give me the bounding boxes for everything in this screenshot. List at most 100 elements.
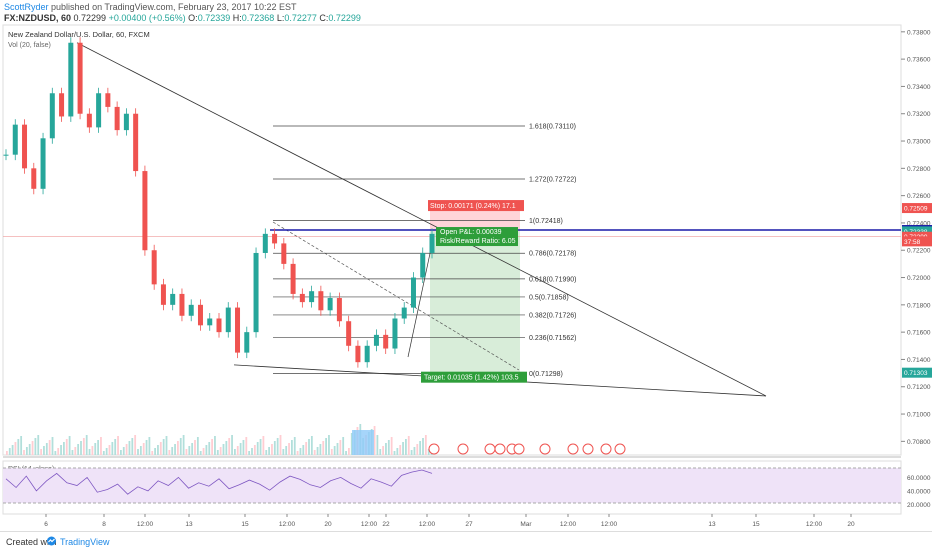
candle-body: [327, 298, 333, 311]
calendar-event-icon: [513, 443, 525, 455]
volume-bar: [382, 446, 384, 455]
created-with-text: Created with: [6, 537, 57, 547]
candle-body: [197, 304, 203, 326]
volume-bar: [242, 440, 245, 455]
volume-bar: [373, 426, 376, 455]
volume-bar: [299, 448, 302, 455]
volume-bar: [57, 448, 60, 455]
volume-bar: [345, 451, 347, 455]
price-chart[interactable]: 0.73800 0.73600 0.73400 0.73200 0.73000 0.728…: [0, 0, 932, 531]
symbol-bar: FX:NZDUSD, 60 0.72299 +0.00400 (+0.56%) …: [4, 13, 361, 23]
stop-label: Stop: 0.00171 (0.24%) 17.1: [430, 203, 516, 210]
profit-zone: [430, 231, 520, 373]
volume-bar: [325, 438, 327, 455]
volume-bar: [120, 450, 122, 455]
volume-bar: [111, 442, 114, 455]
volume-bar: [402, 442, 404, 455]
volume-bar: [268, 447, 270, 455]
volume-bar: [396, 448, 399, 455]
y-axis-label: 0.73400: [907, 84, 931, 91]
volume-bar: [202, 448, 205, 455]
price-tag-label: 0.72509: [904, 206, 928, 213]
candle-body: [299, 293, 305, 303]
volume-bar: [339, 440, 342, 455]
volume-bar: [80, 441, 82, 455]
candle-body: [401, 307, 407, 319]
volume-bar: [376, 435, 379, 455]
publisher-user-link[interactable]: ScottRyder: [4, 2, 49, 12]
volume-bar: [194, 440, 196, 455]
volume-bar: [114, 439, 117, 455]
open-pnl-label: Open P&L: 0.00039: [440, 229, 502, 236]
x-axis-label: 22: [382, 521, 390, 528]
y-axis-label: 0.71000: [907, 412, 931, 419]
volume-bar: [248, 451, 251, 455]
volume-bar: [293, 437, 296, 455]
candle-body: [318, 291, 324, 311]
volume-bar: [74, 447, 77, 455]
open-value: 0.72339: [197, 13, 231, 23]
volume-bar: [134, 435, 137, 455]
candle-body: [420, 252, 426, 278]
fib-level-label: 1.618(0.73110): [529, 124, 576, 131]
symbol-name[interactable]: FX:NZDUSD, 60: [4, 13, 72, 23]
main-pane: [2, 24, 902, 456]
volume-bar: [288, 443, 290, 455]
price-tag-box: [902, 367, 932, 378]
volume-bar: [228, 438, 231, 455]
fib-level-label: 0.382(0.71726): [529, 312, 576, 319]
calendar-event-icon: [494, 443, 506, 455]
volume-bar: [125, 444, 128, 455]
candle-body: [151, 250, 157, 285]
last-price: 0.72299: [73, 13, 107, 23]
volume-bar: [259, 439, 262, 455]
high-value: 0.72368: [241, 13, 275, 23]
volume-bar: [91, 446, 94, 455]
x-axis-label: 12:00: [361, 521, 378, 528]
volume-bar: [122, 447, 125, 455]
y-axis-label: 0.71400: [907, 357, 931, 364]
volume-bar: [51, 437, 54, 455]
candle-body: [225, 307, 231, 333]
volume-bar: [162, 439, 165, 455]
volume-bar: [273, 441, 276, 455]
x-axis-label: 6: [44, 521, 48, 528]
volume-bar: [142, 443, 145, 455]
x-axis-label: 12:00: [806, 521, 823, 528]
volume-bar: [310, 436, 313, 455]
volume-bar: [271, 444, 273, 455]
open-label: O:: [188, 13, 198, 23]
volume-bar: [17, 439, 20, 455]
y-axis-label: 0.72400: [907, 220, 931, 227]
volume-bar: [296, 451, 299, 455]
volume-bar: [291, 440, 293, 455]
y-axis-label: 0.72200: [907, 248, 931, 255]
volume-bar: [188, 446, 191, 455]
volume-bar: [48, 440, 51, 455]
target-label: Target: 0.01035 (1.42%) 103.5: [424, 375, 519, 382]
volume-bar: [313, 450, 316, 455]
volume-bar: [390, 437, 393, 455]
volume-bar: [413, 447, 416, 455]
volume-bar: [6, 451, 8, 455]
volume-bar: [336, 443, 339, 455]
volume-bar: [165, 436, 168, 455]
volume-bar: [102, 451, 105, 455]
volume-bar: [196, 437, 199, 455]
volume-bar: [256, 442, 259, 455]
stop-label-box: [428, 200, 524, 212]
price-tag-box: [902, 236, 932, 247]
candle-body: [40, 138, 46, 189]
rsi-axis-label: 20.0000: [907, 502, 931, 509]
price-tag-label: 0.71303: [904, 370, 928, 377]
volume-bar: [185, 449, 188, 455]
volume-bar: [302, 445, 305, 455]
tradingview-link[interactable]: TradingView: [60, 537, 110, 547]
candle-body: [253, 252, 259, 333]
candle-body: [188, 304, 194, 316]
volume-bar: [316, 447, 319, 455]
risk-reward-label: Risk/Reward Ratio: 6.05: [440, 238, 516, 245]
x-axis-label: 27: [465, 521, 473, 528]
tradingview-logo-icon: [47, 536, 56, 546]
candle-body: [392, 318, 398, 349]
